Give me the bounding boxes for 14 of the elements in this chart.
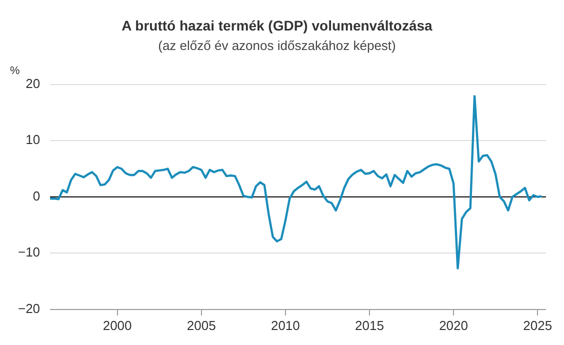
x-tick-label: 2005 bbox=[186, 318, 216, 333]
y-tick-label: 20 bbox=[26, 76, 40, 91]
y-axis-title: % bbox=[10, 64, 20, 77]
y-tick-label: −10 bbox=[18, 244, 40, 260]
chart-title: A bruttó hazai termék (GDP) volumenváltozása bbox=[122, 17, 433, 34]
x-tick-label: 2000 bbox=[102, 318, 132, 333]
chart-subtitle: (az előző év azonos időszakához képest) bbox=[158, 38, 396, 54]
y-tick-label: −20 bbox=[18, 300, 40, 316]
x-tick-label: 2025 bbox=[523, 318, 552, 333]
x-tick-label: 2015 bbox=[355, 318, 384, 333]
y-tick-label: 0 bbox=[32, 188, 40, 204]
y-tick-label: 10 bbox=[26, 132, 40, 148]
x-tick-label: 2010 bbox=[270, 318, 300, 333]
x-tick-label: 2020 bbox=[439, 318, 468, 333]
